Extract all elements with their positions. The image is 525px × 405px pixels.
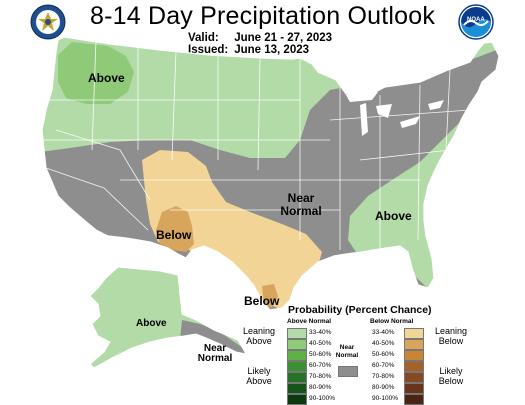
legend-likely-below: Likely Below <box>438 366 464 386</box>
legend-below-pct-7: 90-100% <box>372 395 399 402</box>
label-above-northwest: Above <box>88 71 125 85</box>
legend-below-swatch-6 <box>404 383 424 394</box>
legend-above-pct-6: 80-90% <box>309 384 332 391</box>
legend-below-swatch-2 <box>404 339 424 350</box>
legend-leaning-above: Leaning Above <box>242 326 276 346</box>
above-northwest-core <box>58 42 134 104</box>
legend-above-pct-5: 70-80% <box>309 373 332 380</box>
legend-below-pct-6: 80-90% <box>372 384 395 391</box>
legend-above-pct-2: 40-50% <box>309 340 332 347</box>
doc-seal-icon <box>30 4 66 40</box>
valid-label: Valid: <box>188 32 219 44</box>
legend-likely-above: Likely Above <box>246 366 272 386</box>
valid-value: June 21 - 27, 2023 <box>234 32 333 44</box>
state-boundaries <box>42 39 471 250</box>
legend-below-pct-4: 60-70% <box>372 362 395 369</box>
legend-above-swatch-5 <box>287 372 307 383</box>
alaska-outline <box>89 266 247 369</box>
great-lakes <box>346 92 444 136</box>
legend-above-swatch-3 <box>287 350 307 361</box>
legend: Probability (Percent Chance) Above Norma… <box>232 304 522 405</box>
legend-above-swatch-7 <box>287 394 307 405</box>
issued-value: June 13, 2023 <box>234 44 310 56</box>
below-texas-coast-core <box>262 284 278 308</box>
legend-above-swatch-2 <box>287 339 307 350</box>
below-southwest-region <box>142 150 322 310</box>
legend-above-pct-4: 60-70% <box>309 362 332 369</box>
legend-above-swatch-4 <box>287 361 307 372</box>
legend-below-swatch-7 <box>404 394 424 405</box>
legend-near-normal-label: Near Normal <box>335 344 359 359</box>
legend-above-swatch-6 <box>287 383 307 394</box>
legend-below-swatch-3 <box>404 350 424 361</box>
below-southwest-core <box>156 206 194 252</box>
legend-below-pct-3: 50-60% <box>372 351 395 358</box>
legend-below-swatch-1 <box>404 328 424 339</box>
legend-above-pct-7: 90-100% <box>309 395 336 402</box>
label-near-normal-central: Near Normal <box>280 191 322 218</box>
legend-below-swatch-5 <box>404 372 424 383</box>
label-below-texas-coast: Below <box>244 294 280 308</box>
label-below-southwest: Below <box>156 228 192 242</box>
legend-below-pct-2: 40-50% <box>372 340 395 347</box>
legend-below-pct-1: 33-40% <box>372 329 395 336</box>
noaa-logo-text: NOAA <box>467 17 485 23</box>
legend-above-swatch-1 <box>287 328 307 339</box>
label-near-normal-alaska: Near Normal <box>197 343 233 364</box>
legend-above-pct-3: 50-60% <box>309 351 332 358</box>
noaa-logo-icon <box>458 4 494 40</box>
valid-line: Valid: June 21 - 27, 2023 <box>188 32 332 44</box>
label-above-alaska: Above <box>136 318 167 329</box>
legend-below-swatch-4 <box>404 361 424 372</box>
legend-below-header: Below Normal <box>370 318 414 325</box>
legend-title: Probability (Percent Chance) <box>288 304 432 316</box>
legend-below-pct-5: 70-80% <box>372 373 395 380</box>
page-title: 8-14 Day Precipitation Outlook <box>89 2 436 30</box>
legend-above-pct-1: 33-40% <box>309 329 332 336</box>
label-above-southeast: Above <box>375 209 412 223</box>
legend-near-normal-swatch <box>338 366 358 377</box>
issued-line: Issued: June 13, 2023 <box>188 44 309 56</box>
issued-label: Issued: <box>188 44 229 56</box>
legend-above-header: Above Normal <box>287 318 332 325</box>
legend-leaning-below: Leaning Below <box>434 326 468 346</box>
conus-outline <box>41 36 500 311</box>
